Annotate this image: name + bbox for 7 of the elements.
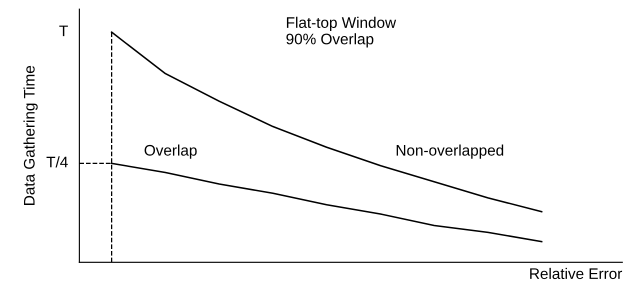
text: T/4 xyxy=(46,156,68,168)
text: T xyxy=(59,26,68,36)
series-label: Overlap xyxy=(144,144,197,159)
y-axis-title: Data Gathering Time xyxy=(23,66,38,205)
series-label: Non-overlapped xyxy=(396,144,504,159)
x-axis-title: Relative Error xyxy=(530,268,622,280)
annotation: Flat-top Window 90% Overlap xyxy=(286,16,396,48)
